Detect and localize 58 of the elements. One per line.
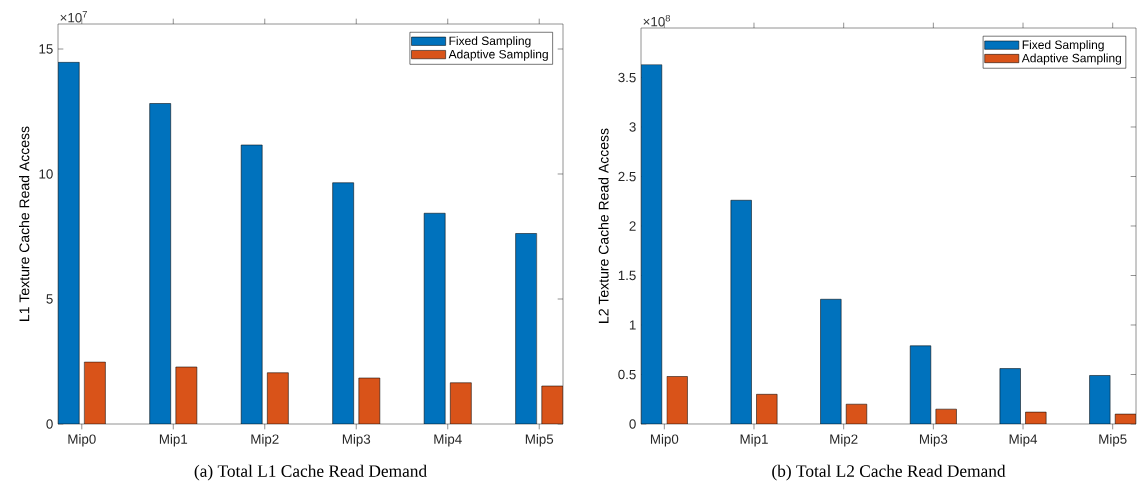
bar	[175, 366, 198, 424]
bar	[666, 376, 688, 424]
y-axis-title: L1 Texture Cache Read Access	[19, 126, 30, 321]
bar	[240, 144, 263, 424]
legend-label: Adaptive Sampling	[1021, 53, 1122, 65]
bar	[541, 385, 564, 424]
y-tick-label: 2.5	[618, 171, 636, 182]
bar	[1114, 413, 1137, 424]
bar	[820, 298, 842, 424]
y-tick-label: 1	[629, 320, 636, 330]
bar	[450, 382, 472, 424]
y-tick-label: 2	[629, 221, 636, 231]
y-tick-label: 0	[46, 419, 53, 429]
x-tick-label: Mip1	[740, 434, 768, 447]
bar	[999, 368, 1021, 424]
x-tick-label: Mip3	[342, 434, 371, 447]
bar	[756, 394, 778, 424]
text: (a) Total L1 Cache Read Demand	[194, 464, 427, 481]
bar	[58, 61, 80, 424]
y-axis-title: L2 Texture Cache Read Access	[598, 128, 609, 323]
bar	[641, 64, 663, 424]
bar	[935, 408, 957, 424]
x-tick-label: Mip1	[159, 434, 188, 447]
legend-label: Fixed Sampling	[449, 36, 531, 48]
bar	[1089, 375, 1111, 424]
text: (b) Total L2 Cache Read Demand	[772, 464, 1006, 481]
y-tick-label: 0	[629, 419, 636, 429]
text: ×10$^{7}$	[60, 11, 87, 23]
y-tick-label: 15	[39, 44, 53, 54]
x-tick-label: Mip4	[1009, 434, 1038, 447]
x-tick-label: Mip5	[525, 434, 554, 447]
x-tick-label: Mip0	[650, 434, 679, 447]
y-tick-label: 5	[46, 294, 53, 304]
bar	[84, 361, 106, 424]
y-tick-label: 3.5	[618, 72, 636, 83]
bar	[267, 372, 289, 424]
x-tick-label: Mip4	[434, 434, 462, 447]
y-tick-label: 1.5	[618, 270, 636, 281]
bar	[730, 199, 752, 424]
bar	[332, 182, 354, 424]
bar	[909, 345, 932, 424]
y-tick-label: 0.5	[618, 369, 636, 380]
x-tick-label: Mip5	[1099, 434, 1127, 447]
legend-label: Fixed Sampling	[1022, 40, 1104, 52]
bar	[515, 233, 537, 424]
x-tick-label: Mip2	[830, 434, 858, 447]
bar	[149, 103, 171, 424]
y-tick-label: 10	[39, 169, 53, 179]
bar	[423, 212, 446, 424]
text: ×10$^{8}$	[643, 14, 671, 27]
bar	[1025, 411, 1047, 424]
x-tick-label: Mip3	[919, 434, 948, 447]
legend-label: Adaptive Sampling	[448, 49, 548, 61]
bar	[358, 377, 381, 424]
y-tick-label: 3	[629, 122, 636, 132]
bar	[845, 403, 868, 424]
x-tick-label: Mip2	[251, 434, 279, 447]
x-tick-label: Mip0	[68, 434, 96, 447]
